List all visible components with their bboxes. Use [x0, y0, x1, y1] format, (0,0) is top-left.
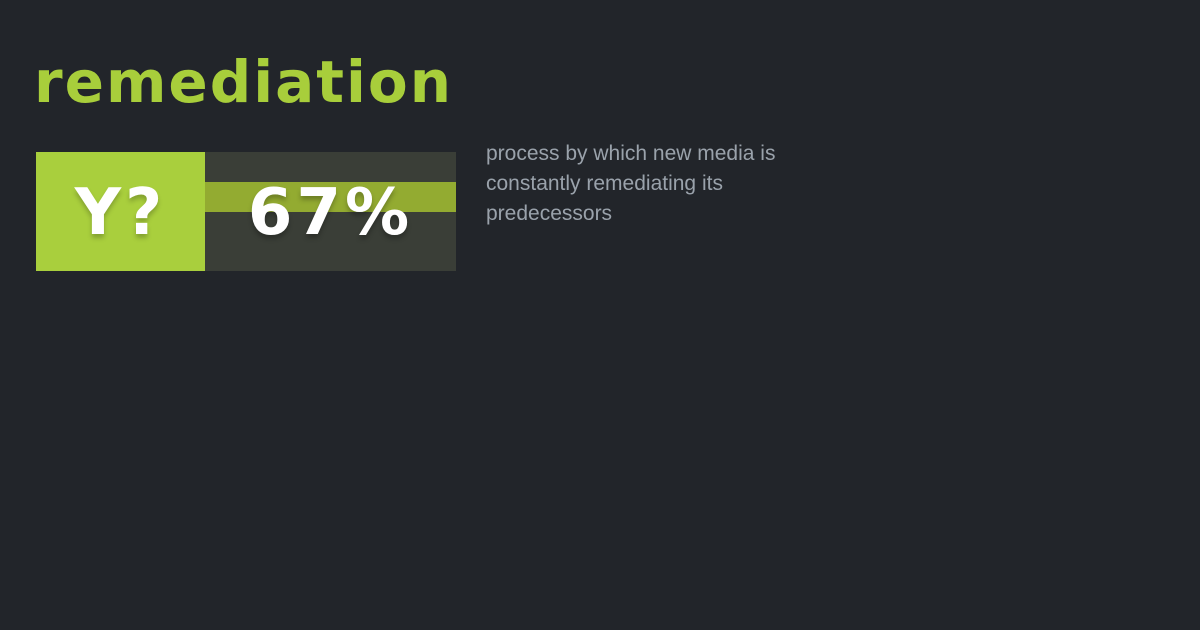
term-title: remediation [34, 48, 453, 116]
badge-value-box: 67% [205, 152, 456, 271]
score-badge: Y? 67% [36, 152, 456, 271]
term-definition: process by which new media is constantly… [486, 142, 776, 225]
badge-stripe [205, 182, 456, 212]
badge-square: Y? [36, 152, 205, 271]
badge-label: Y? [74, 175, 167, 250]
badge-percentage: 67% [247, 175, 414, 250]
